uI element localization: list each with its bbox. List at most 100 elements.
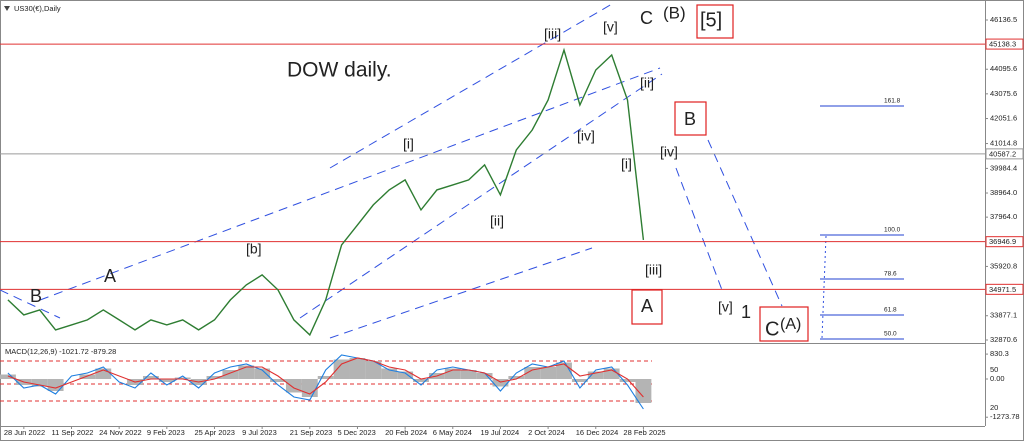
channel-line bbox=[39, 67, 661, 301]
x-tick-label: 20 Feb 2024 bbox=[385, 428, 427, 437]
macd-histogram-bar bbox=[524, 367, 541, 379]
wave-label: [iii] bbox=[544, 26, 561, 42]
channel-line bbox=[299, 73, 663, 319]
x-tick-label: 28 Feb 2025 bbox=[623, 428, 665, 437]
level-label-box bbox=[985, 283, 1024, 295]
y-tick-label: 0.00 bbox=[990, 374, 1005, 383]
channel-line bbox=[329, 3, 613, 169]
x-tick-label: 25 Apr 2023 bbox=[194, 428, 234, 437]
macd-histogram-bar bbox=[540, 367, 557, 379]
wave-label: B bbox=[684, 109, 696, 129]
macd-histogram-bar bbox=[317, 376, 334, 379]
x-tick-label: 19 Jul 2024 bbox=[480, 428, 519, 437]
wave-label: [5] bbox=[700, 9, 722, 31]
x-tick-label: 9 Jul 2023 bbox=[242, 428, 277, 437]
macd-extra-label: 50 bbox=[990, 365, 998, 374]
level-label-box bbox=[985, 236, 1024, 248]
level-label: 40587.2 bbox=[989, 149, 1016, 158]
macd-histogram-bar bbox=[413, 379, 429, 382]
fib-label: 100.0 bbox=[884, 227, 901, 234]
x-tick-label: 5 Dec 2023 bbox=[337, 428, 375, 437]
macd-histogram-bar bbox=[397, 371, 414, 379]
fib-label: 161.8 bbox=[884, 98, 901, 105]
level-label-box bbox=[985, 148, 1024, 160]
macd-title: MACD(12,26,9) -1021.72 -879.28 bbox=[5, 347, 116, 356]
wave-label: [iv] bbox=[660, 144, 678, 160]
wave-label: [iii] bbox=[645, 262, 662, 278]
macd-histogram-bar bbox=[603, 368, 620, 379]
wave-label: [i] bbox=[403, 136, 414, 152]
symbol-icon bbox=[4, 6, 10, 11]
macd-histogram-bar bbox=[254, 368, 271, 379]
annotation-box bbox=[631, 289, 663, 325]
x-tick-label: 2 Oct 2024 bbox=[528, 428, 565, 437]
projection-line bbox=[675, 167, 723, 291]
wave-label: [b] bbox=[246, 241, 262, 257]
wave-channels bbox=[0, 3, 827, 339]
macd-histogram-bar bbox=[476, 373, 493, 379]
macd-histogram-bar bbox=[349, 358, 366, 379]
projection-line bbox=[707, 139, 783, 307]
macd-line bbox=[7, 357, 644, 398]
macd-histogram-bar bbox=[0, 374, 16, 379]
y-tick-label: 44095.6 bbox=[990, 64, 1017, 73]
x-tick-label: 28 Jun 2022 bbox=[4, 428, 45, 437]
y-tick-label: 33877.1 bbox=[990, 311, 1017, 320]
chart-title: US30(€),Daily bbox=[14, 4, 61, 13]
x-tick-label: 11 Sep 2022 bbox=[51, 428, 93, 437]
level-label: 34971.5 bbox=[989, 285, 1016, 294]
wave-label: [ii] bbox=[490, 213, 504, 229]
macd-histogram-bar bbox=[444, 368, 461, 379]
x-tick-label: 16 Dec 2024 bbox=[576, 428, 619, 437]
wave-label: C bbox=[640, 8, 653, 28]
wave-label: (A) bbox=[780, 316, 801, 333]
level-label: 36946.9 bbox=[989, 237, 1016, 246]
macd-extra-label: 20 bbox=[990, 403, 998, 412]
wave-label: B bbox=[30, 286, 42, 306]
macd-histogram-bar bbox=[142, 376, 159, 379]
macd-levels bbox=[0, 360, 652, 402]
macd-histogram-bar bbox=[365, 361, 382, 379]
fib-label: 61.8 bbox=[884, 307, 897, 314]
macd-histogram-bar bbox=[571, 379, 588, 382]
y-tick-label: 37964.0 bbox=[990, 212, 1017, 221]
wave-label: [v] bbox=[718, 299, 733, 315]
x-tick-label: 24 Nov 2022 bbox=[99, 428, 142, 437]
macd-histogram-bar bbox=[270, 379, 286, 382]
y-tick-label: 42051.6 bbox=[990, 114, 1017, 123]
chart-subtitle: DOW daily. bbox=[287, 59, 392, 82]
y-tick-label: 46136.5 bbox=[990, 15, 1017, 24]
macd-histogram-bar bbox=[619, 379, 636, 382]
y-tick-label: 39984.4 bbox=[990, 163, 1017, 172]
x-tick-label: 6 May 2024 bbox=[433, 428, 472, 437]
y-tick-label: 38964.0 bbox=[990, 188, 1017, 197]
macd-histogram-bar bbox=[333, 359, 350, 379]
macd-histogram-bar bbox=[460, 370, 477, 379]
fib-label: 78.6 bbox=[884, 271, 897, 278]
y-tick-label: 41014.8 bbox=[990, 139, 1017, 148]
wave-label: [i] bbox=[621, 156, 632, 172]
macd-histogram-bar bbox=[222, 370, 239, 379]
wave-label: (B) bbox=[663, 3, 686, 22]
y-tick-label: 32870.6 bbox=[990, 335, 1017, 344]
channel-line bbox=[329, 247, 593, 339]
macd-histogram-bar bbox=[79, 374, 96, 379]
price-line bbox=[7, 47, 645, 337]
macd-line bbox=[7, 354, 644, 410]
wave-label: A bbox=[641, 296, 653, 316]
macd-histogram-bar bbox=[174, 377, 191, 379]
wave-label: 1 bbox=[741, 302, 751, 322]
level-label: 45138.3 bbox=[989, 40, 1016, 49]
macd-histogram-bar bbox=[587, 371, 604, 379]
x-tick-label: 9 Feb 2023 bbox=[147, 428, 185, 437]
wave-label: [v] bbox=[603, 19, 618, 35]
channel-line bbox=[0, 289, 61, 319]
macd-histogram-bar bbox=[492, 379, 509, 387]
macd-histogram-bar bbox=[381, 368, 398, 379]
macd-histogram-bar bbox=[158, 379, 175, 382]
y-tick-label: 43075.6 bbox=[990, 89, 1017, 98]
wave-label: A bbox=[104, 266, 116, 286]
annotation-box bbox=[759, 306, 809, 342]
